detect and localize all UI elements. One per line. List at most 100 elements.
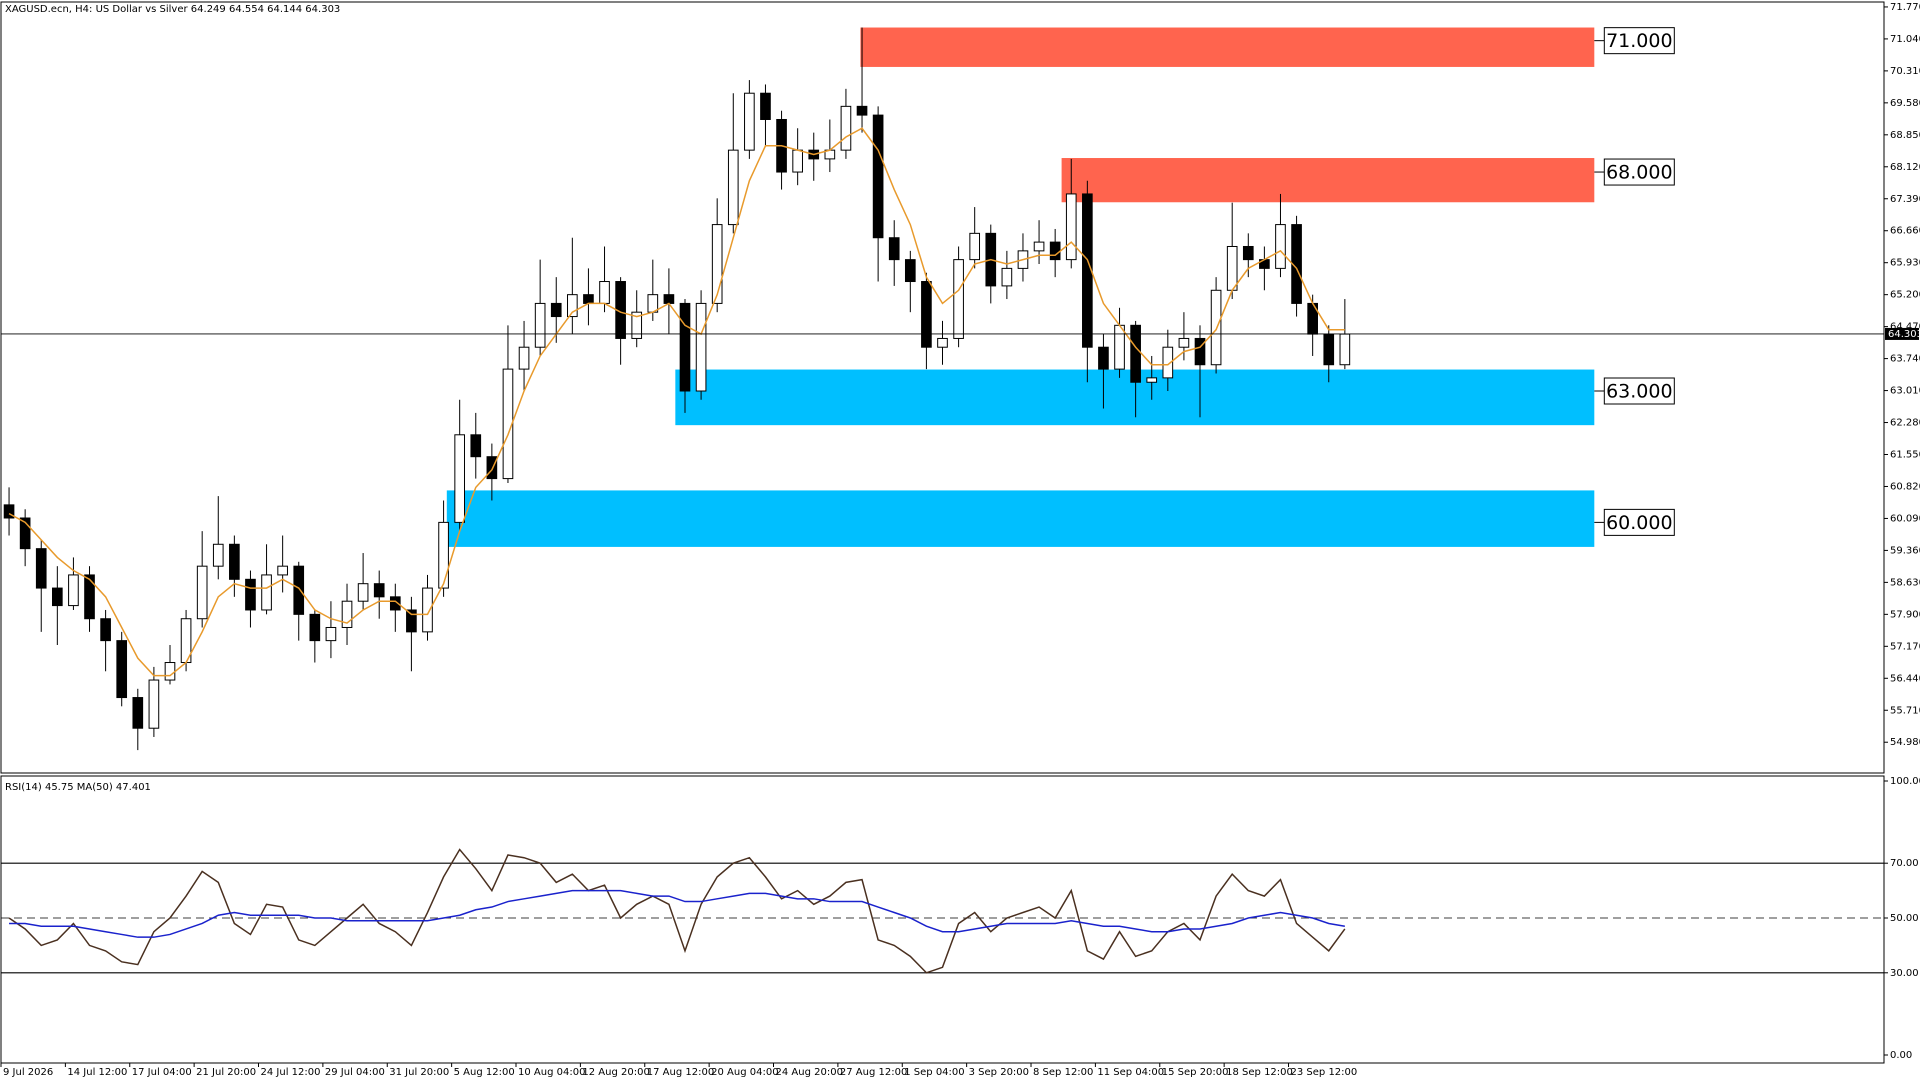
candle-body: [1323, 333, 1335, 366]
candle-body: [309, 613, 321, 642]
x-tick-label: 3 Sep 20:00: [969, 1067, 1029, 1078]
candle-body: [1082, 193, 1093, 348]
candle-body: [454, 434, 466, 523]
candle-body: [567, 294, 578, 318]
rsi-title: RSI(14) 45.75 MA(50) 47.401: [5, 782, 151, 793]
candle-body: [1242, 245, 1254, 261]
y-tick-label: 66.660: [1890, 226, 1920, 237]
y-tick-label: 55.710: [1890, 705, 1920, 716]
zone-label: 71.000: [1606, 30, 1672, 52]
y-tick-label: 71.040: [1890, 34, 1920, 45]
candle-body: [84, 574, 95, 620]
candle-body: [904, 259, 916, 283]
y-tick-label: 70.00: [1890, 858, 1919, 869]
candle-body: [293, 565, 305, 615]
candle-body: [969, 232, 981, 261]
moving-average: [8, 127, 1345, 677]
y-tick-label: 67.390: [1890, 194, 1920, 205]
candle-body: [373, 583, 385, 598]
y-tick-label: 58.630: [1890, 577, 1920, 588]
candle-body: [744, 92, 755, 151]
x-tick-label: 11 Sep 04:00: [1097, 1067, 1164, 1078]
candle-body: [550, 302, 562, 318]
y-tick-label: 50.00: [1890, 913, 1919, 924]
y-tick-label: 59.360: [1890, 545, 1920, 556]
candle-body: [599, 281, 610, 304]
x-tick-label: 1 Sep 04:00: [904, 1067, 964, 1078]
zone-label: 63.000: [1606, 381, 1672, 403]
y-tick-label: 60.090: [1890, 513, 1920, 524]
x-tick-label: 15 Sep 20:00: [1162, 1067, 1229, 1078]
x-tick-label: 10 Aug 04:00: [518, 1067, 585, 1078]
price-panel: [0, 1, 1885, 774]
candle-body: [100, 618, 111, 642]
candle-body: [518, 346, 530, 370]
candle-body: [212, 543, 224, 567]
candle-body: [35, 548, 47, 589]
candle-body: [760, 92, 771, 120]
candle-body: [1210, 289, 1222, 366]
x-tick-label: 17 Jul 04:00: [132, 1067, 192, 1078]
rsi-line: [9, 889, 1345, 938]
y-tick-label: 68.850: [1890, 130, 1920, 141]
x-tick-label: 24 Aug 20:00: [776, 1067, 843, 1078]
candle-body: [1098, 346, 1109, 370]
y-tick-label: 65.930: [1890, 258, 1920, 269]
candle-body: [888, 237, 900, 261]
y-tick-label: 65.200: [1890, 290, 1920, 301]
y-tick-label: 63.740: [1890, 354, 1920, 365]
y-tick-label: 60.820: [1890, 481, 1920, 492]
y-tick-label: 30.00: [1890, 968, 1919, 979]
candle-body: [727, 149, 739, 226]
candle-body: [470, 434, 482, 458]
y-tick-label: 62.280: [1890, 418, 1920, 429]
candle-body: [68, 574, 79, 607]
candle-body: [1049, 241, 1061, 261]
candle-body: [840, 105, 852, 151]
y-tick-label: 63.010: [1890, 386, 1920, 397]
candle-body: [937, 337, 948, 348]
candle-body: [1275, 224, 1286, 269]
candle-body: [357, 583, 369, 602]
zone-label-box: [1603, 158, 1675, 186]
last-price-box: [1885, 327, 1919, 340]
candle-body: [341, 600, 353, 628]
candle-body: [1130, 324, 1141, 383]
y-tick-label: 61.550: [1890, 450, 1920, 461]
x-tick-label: 20 Aug 04:00: [711, 1067, 778, 1078]
x-tick-label: 31 Jul 20:00: [389, 1067, 449, 1078]
candle-body: [389, 596, 401, 611]
x-tick-label: 27 Aug 12:00: [840, 1067, 907, 1078]
candle-body: [1001, 267, 1013, 287]
candle-body: [711, 224, 723, 304]
y-tick-label: 0.00: [1890, 1050, 1912, 1061]
x-tick-label: 18 Sep 12:00: [1226, 1067, 1293, 1078]
rsi-line: [8, 848, 1346, 974]
candle-body: [3, 504, 15, 519]
x-tick-label: 29 Jul 04:00: [325, 1067, 385, 1078]
candle-body: [229, 543, 240, 580]
y-tick-label: 57.170: [1890, 641, 1920, 652]
candle-body: [1065, 193, 1077, 261]
candle-body: [1033, 241, 1045, 252]
candle-body: [164, 662, 176, 681]
zone: [446, 490, 1595, 547]
y-tick-label: 54.980: [1890, 737, 1920, 748]
y-tick-label: 71.770: [1890, 2, 1920, 13]
candle-body: [486, 456, 498, 480]
candle-body: [261, 574, 272, 611]
x-tick-label: 9 Jul 2026: [3, 1067, 53, 1078]
zone-label-box: [1603, 377, 1675, 405]
x-tick-label: 17 Aug 12:00: [647, 1067, 714, 1078]
candle-body: [1146, 377, 1158, 383]
y-tick-label: 70.310: [1890, 66, 1920, 77]
candle-body: [631, 311, 643, 339]
y-tick-label: 64.470: [1890, 322, 1920, 333]
candle-body: [872, 114, 884, 239]
candle-body: [422, 587, 433, 633]
candle-body: [1162, 346, 1174, 379]
x-tick-label: 12 Aug 20:00: [582, 1067, 649, 1078]
candle-body: [245, 578, 256, 611]
y-tick-label: 57.900: [1890, 609, 1920, 620]
candle-body: [1114, 324, 1125, 370]
